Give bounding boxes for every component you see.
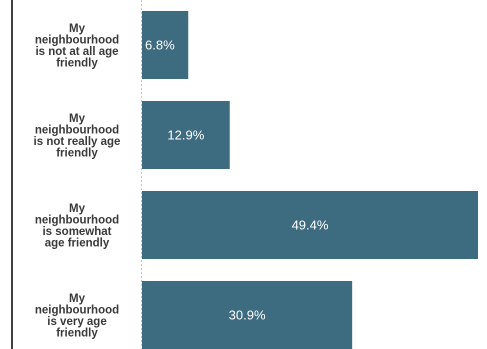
category-label: My neighbourhood is somewhat age friendly bbox=[35, 203, 119, 250]
category-label-line: neighbourhood bbox=[35, 304, 119, 316]
bar-group: 49.4% My neighbourhood is somewhat age frien… bbox=[35, 191, 478, 259]
category-label-line: age friendly bbox=[45, 237, 110, 249]
bar bbox=[142, 281, 353, 349]
category-label-line: is very age bbox=[47, 316, 106, 328]
bar-group: 12.9% My neighbourhood is not really age fri… bbox=[34, 101, 230, 169]
bar bbox=[142, 101, 230, 169]
bar bbox=[142, 191, 478, 259]
category-label: My neighbourhood is not at all age friendly bbox=[35, 23, 119, 70]
category-label-line: is somewhat bbox=[42, 226, 111, 238]
category-label-line: friendly bbox=[56, 147, 98, 159]
category-label-line: is not at all age bbox=[35, 46, 118, 58]
category-label-line: My bbox=[69, 293, 86, 305]
category-label: My neighbourhood is not really age friendly bbox=[34, 113, 121, 160]
category-label-line: My bbox=[69, 203, 86, 215]
bar-value-label: 30.9% bbox=[229, 308, 266, 323]
bars-layer: 6.8%My neighbourhood is not at all age frie… bbox=[34, 11, 478, 349]
bar-group: 6.8% My neighbourhood is not at all age frie… bbox=[35, 11, 189, 79]
bar-group: 30.9% My neighbourhood is very age friendly bbox=[35, 281, 353, 349]
category-label-line: friendly bbox=[56, 57, 98, 69]
bar bbox=[142, 11, 189, 79]
category-label-line: neighbourhood bbox=[35, 214, 119, 226]
category-label-line: My bbox=[69, 23, 86, 35]
category-label: My neighbourhood is very age friendly bbox=[35, 293, 119, 340]
bar-value-label: 12.9% bbox=[167, 128, 204, 143]
bar-value-label: 49.4% bbox=[292, 218, 329, 233]
category-label-line: My bbox=[69, 113, 86, 125]
category-label-line: friendly bbox=[56, 327, 98, 339]
bar-value-label: 6.8% bbox=[145, 38, 175, 53]
category-label-line: neighbourhood bbox=[35, 34, 119, 46]
category-label-line: is not really age bbox=[34, 136, 121, 148]
category-label-line: neighbourhood bbox=[35, 124, 119, 136]
